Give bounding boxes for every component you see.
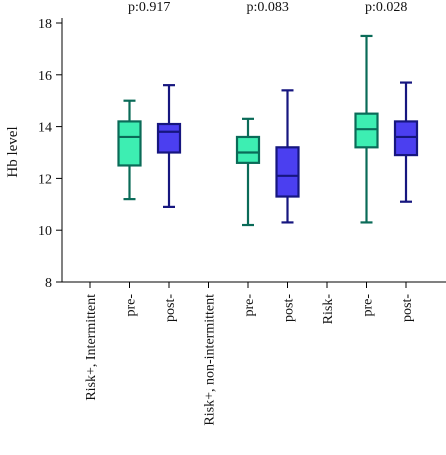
y-tick-label: 10 [38,224,52,239]
axes: 8 10 12 14 16 18 [38,17,446,291]
y-tick-label: 12 [38,172,52,187]
x-tick-label: post- [163,294,178,322]
p-value-label: p:0.083 [247,0,289,15]
p-value-annotations: p:0.917 p:0.083 p:0.028 [128,0,407,15]
y-tick-label: 14 [38,121,52,136]
y-axis-label: Hb level [5,126,21,177]
x-tick-label: Risk- [321,294,336,325]
y-tick-label: 16 [38,69,52,84]
x-tick-label: pre- [361,294,376,317]
iqr-box [275,146,300,198]
x-tick-label: pre- [124,294,139,317]
box-post [156,84,182,208]
x-tick-label: Risk+, Intermittent [84,294,99,401]
iqr-box [354,112,379,149]
p-value-label: p:0.917 [128,0,170,15]
y-tick-label: 18 [38,17,52,32]
x-tick-label: pre- [242,294,257,317]
box-post [393,81,419,203]
iqr-box [156,122,182,154]
iqr-box [117,120,142,167]
box-pre [235,117,261,227]
p-value-label: p:0.028 [365,0,407,15]
x-tick-labels: Risk+, Intermittent pre-post- Risk+, non-i… [84,294,415,426]
box-pre [354,34,379,224]
iqr-box [235,135,261,164]
x-tick-label: Risk+, non-intermittent [203,294,218,426]
x-tick-label: post- [282,294,297,322]
iqr-box [393,120,419,157]
y-tick-label: 8 [45,276,52,291]
box-post [275,89,300,224]
boxes [117,34,419,227]
box-pre [117,99,142,201]
x-tick-label: post- [400,294,415,322]
